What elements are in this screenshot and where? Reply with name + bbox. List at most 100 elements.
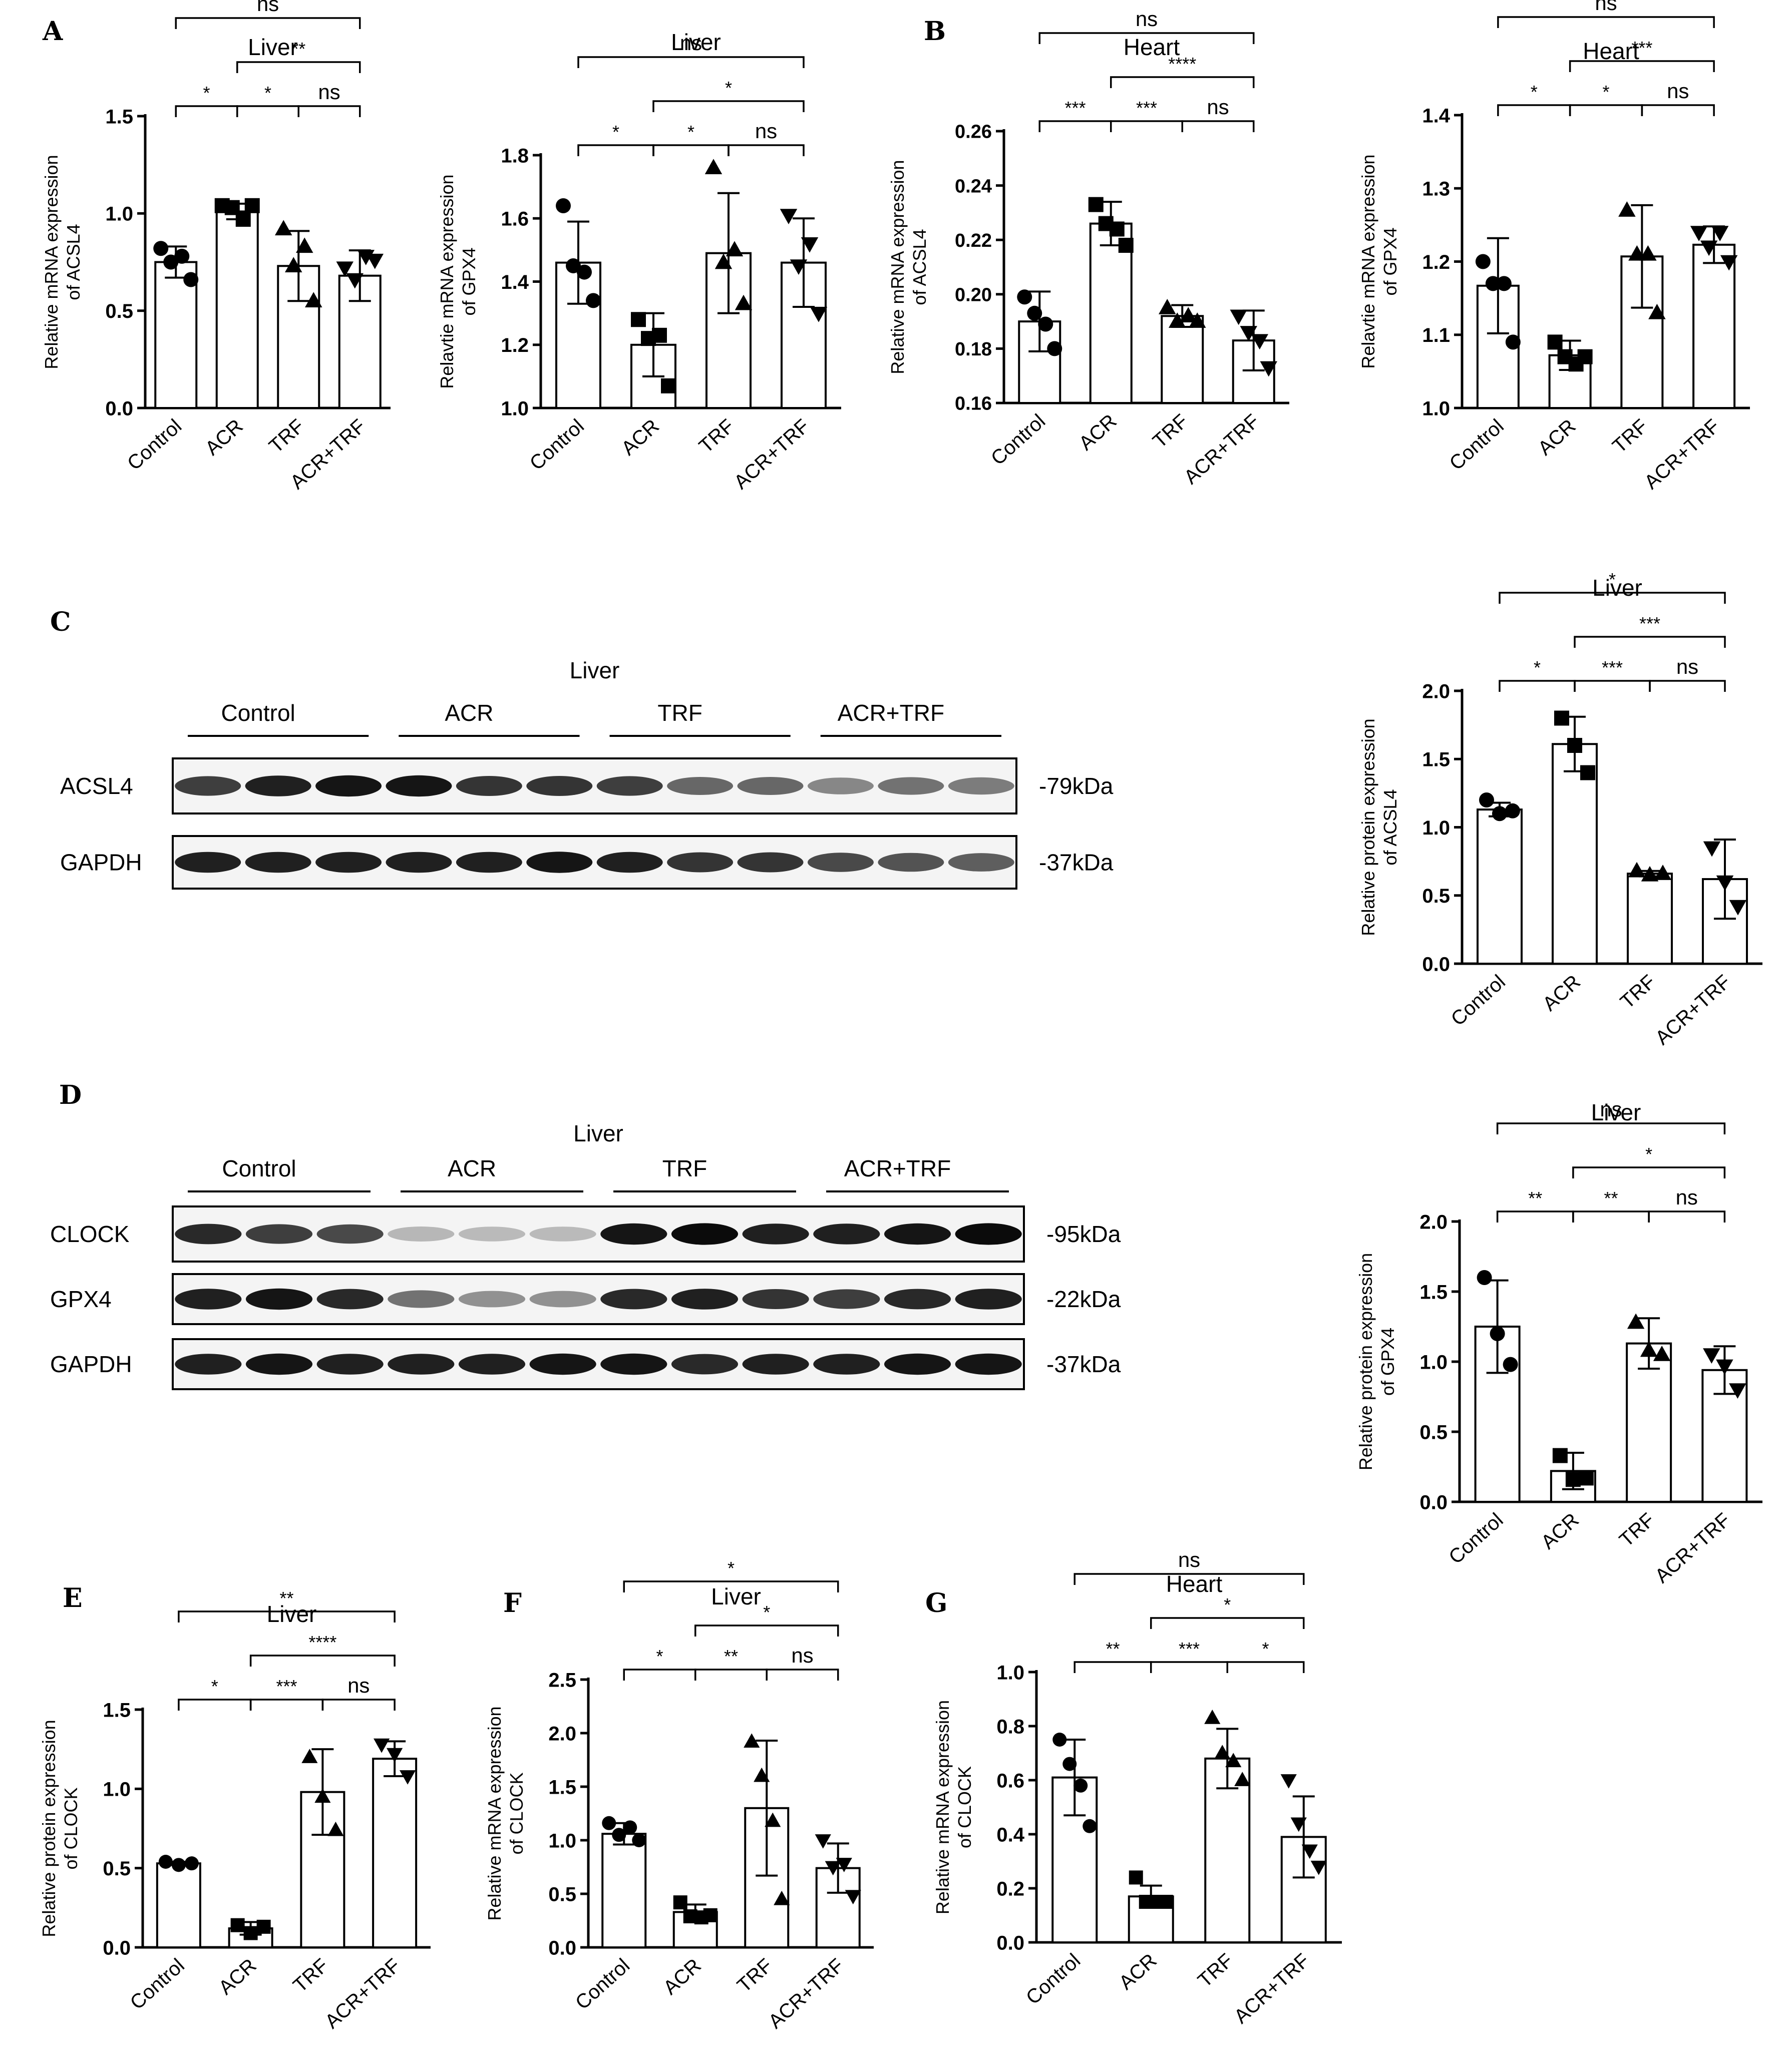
y-tick-label: 1.0	[1422, 817, 1450, 839]
blot-row-label: GAPDH	[50, 1351, 132, 1377]
blot-band	[458, 1291, 526, 1308]
x-tick-label: ACR	[1539, 971, 1585, 1015]
y-axis-label: of ACSL4	[909, 229, 930, 305]
significance-label: **	[1604, 1188, 1618, 1208]
data-point-square	[703, 1908, 718, 1922]
significance-label: *	[728, 1558, 735, 1578]
blot-band	[878, 777, 944, 795]
data-point-square	[1577, 349, 1593, 364]
x-tick-label: Control	[571, 1954, 634, 2014]
y-tick-label: 0.5	[548, 1883, 576, 1905]
x-tick-label: ACR+TRF	[730, 415, 814, 494]
y-axis-label: Relative mRNA expression	[41, 155, 62, 369]
significance-bracket	[1572, 1166, 1726, 1178]
blot-band	[884, 1223, 951, 1245]
blot-size-label: -37kDa	[1039, 850, 1114, 876]
data-point-triangle	[1627, 1313, 1645, 1329]
significance-label: *	[1609, 569, 1616, 590]
data-point-triangle	[1159, 298, 1176, 314]
significance-bracket	[766, 1669, 839, 1681]
blot-band	[526, 776, 593, 796]
significance-bracket	[175, 17, 361, 29]
data-point-square	[661, 378, 676, 393]
significance-label: *	[1531, 82, 1538, 102]
y-axis-label: of ACSL4	[63, 224, 84, 300]
significance-bracket	[652, 100, 805, 112]
data-point-circle	[586, 293, 601, 308]
x-tick-label: TRF	[289, 1954, 332, 1997]
data-point-triangle	[314, 1788, 331, 1803]
blot-band	[316, 1224, 384, 1244]
blot-row-label: ACSL4	[60, 773, 133, 799]
data-point-triangle-down	[1260, 361, 1277, 377]
y-axis-label: of GPX4	[459, 247, 479, 315]
blot-band	[671, 1354, 739, 1375]
significance-label: ns	[1676, 1185, 1698, 1209]
significance-bracket	[1150, 1661, 1228, 1673]
significance-label: ns	[347, 1674, 370, 1697]
y-tick-label: 1.2	[1422, 251, 1450, 273]
significance-bracket	[1648, 1210, 1726, 1222]
significance-label: ns	[318, 80, 340, 104]
data-point-triangle-down	[815, 1834, 831, 1849]
significance-bracket	[1499, 592, 1726, 604]
x-tick-label: ACR	[659, 1954, 705, 1999]
significance-bracket	[1226, 1661, 1305, 1673]
data-point-circle	[577, 264, 592, 280]
significance-bracket	[236, 61, 361, 73]
significance-label: ****	[308, 1632, 336, 1653]
blot-band	[807, 777, 874, 794]
y-tick-label: 0.16	[955, 393, 992, 415]
data-point-triangle	[704, 159, 723, 174]
data-point-circle	[1505, 334, 1521, 350]
significance-label: *	[612, 122, 619, 142]
significance-bracket	[1181, 120, 1255, 132]
data-point-circle	[612, 1828, 626, 1842]
data-point-triangle-down	[1690, 226, 1708, 241]
data-point-circle	[158, 1855, 173, 1869]
x-tick-label: ACR+TRF	[1651, 971, 1735, 1049]
y-tick-label: 0.24	[955, 176, 992, 197]
x-tick-label: TRF	[1615, 1509, 1659, 1551]
y-tick-label: 1.4	[501, 271, 529, 293]
blot-size-label: -95kDa	[1046, 1221, 1121, 1247]
significance-label: ns	[1667, 79, 1689, 103]
chart-c-4: Liver 0.0 0.5 1.0 1.5 2.0 Relative protein exp…	[1358, 569, 1762, 1049]
x-tick-label: TRF	[265, 415, 308, 458]
significance-label: *	[264, 83, 271, 103]
data-point-triangle	[327, 1821, 344, 1836]
data-point-circle	[1083, 1819, 1097, 1833]
data-point-triangle-down	[1700, 240, 1718, 256]
y-axis-label: of CLOCK	[61, 1787, 81, 1869]
blot-d: Liver Control ACR TRF ACR+TRF CLOCK -95kDa GPX4…	[50, 1120, 1121, 1390]
data-point-triangle	[1648, 303, 1666, 319]
significance-label: **	[291, 39, 305, 59]
significance-bracket	[321, 1699, 396, 1711]
chart-title: Heart	[1124, 34, 1180, 60]
significance-bracket	[1497, 104, 1571, 116]
blot-band	[737, 852, 804, 873]
significance-bracket	[1073, 1573, 1305, 1585]
x-tick-label: ACR	[1534, 415, 1580, 460]
chart-title: Liver	[1591, 1099, 1641, 1125]
data-point-triangle-down	[387, 1748, 403, 1763]
data-point-square	[652, 327, 667, 343]
data-point-triangle	[1640, 1341, 1658, 1357]
data-point-triangle-down	[1310, 1860, 1327, 1875]
chart-title: Liver	[711, 1583, 761, 1609]
blot-frame	[172, 1273, 1025, 1325]
blot-band	[600, 1353, 667, 1375]
blot-row-gapdh: GAPDH -37kDa	[60, 835, 1114, 890]
data-point-circle	[184, 1856, 199, 1871]
blot-band	[807, 853, 874, 872]
data-point-triangle	[714, 253, 733, 269]
significance-bracket	[1649, 680, 1726, 692]
significance-bracket	[577, 56, 805, 68]
significance-bracket	[577, 144, 654, 156]
data-point-triangle-down	[845, 1890, 861, 1905]
y-tick-label: 0.22	[955, 230, 992, 251]
significance-label: *	[203, 83, 210, 103]
y-axis-label: Relavtie mRNA expression	[437, 174, 457, 388]
significance-label: *	[763, 1602, 770, 1622]
y-tick-label: 1.0	[105, 203, 133, 225]
